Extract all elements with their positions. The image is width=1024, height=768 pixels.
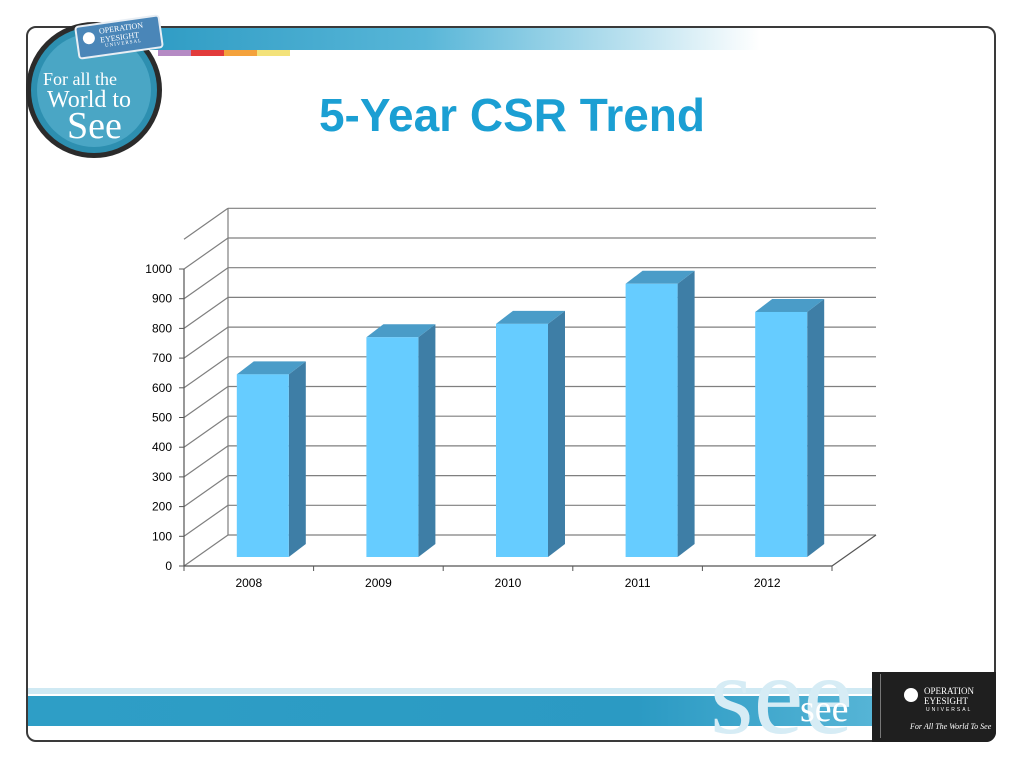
- brand-line3: UNIVERSAL: [926, 707, 973, 713]
- x-tick-label: 2011: [625, 576, 651, 590]
- y-tick-label: 700: [152, 351, 172, 365]
- see-wordmark: see: [800, 688, 849, 730]
- footer-band: [28, 696, 898, 726]
- gridline-side: [183, 356, 229, 389]
- y-tick-label: 1000: [145, 262, 172, 276]
- footer-thin-band: [28, 688, 898, 694]
- bar: [366, 337, 419, 557]
- gridline-side: [183, 237, 229, 270]
- gridline-side: [183, 386, 229, 418]
- bar: [236, 374, 289, 557]
- x-tick-label: 2009: [365, 576, 392, 590]
- chart-axes: [179, 268, 877, 571]
- y-tick-label: 200: [152, 500, 172, 514]
- chart-labels: 0 100 200 300 400 500 600 700 800 900 1000 2008 2009…: [145, 262, 781, 590]
- x-tick-label: 2010: [495, 576, 522, 590]
- bar-top: [755, 298, 825, 312]
- logo-motto-line3: See: [67, 105, 122, 147]
- gridline-side: [183, 207, 229, 240]
- brand-line1: OPERATION: [924, 686, 975, 696]
- brand-divider: [880, 674, 881, 738]
- chart-bars: [236, 270, 825, 557]
- y-tick-label: 600: [152, 381, 172, 395]
- gridline-side: [183, 296, 229, 329]
- bar-top: [236, 361, 306, 375]
- brand-line2: EYESIGHT: [924, 696, 968, 706]
- gridline-side: [183, 445, 229, 478]
- brand-logo-box: OPERATION EYESIGHT UNIVERSAL For All The…: [872, 672, 996, 742]
- gridline-side: [183, 267, 229, 300]
- y-tick-label: 900: [152, 292, 172, 306]
- brand-tagline: For All The World To See: [910, 722, 992, 731]
- logo-motto-line1: For all the: [43, 69, 117, 89]
- y-tick-label: 500: [152, 411, 172, 425]
- bar: [755, 311, 808, 557]
- bar-side: [418, 324, 436, 557]
- gridline-side: [183, 534, 229, 567]
- gridline-side: [183, 475, 229, 508]
- y-tick-label: 300: [152, 470, 172, 484]
- bar-side: [807, 298, 825, 557]
- bar-side: [288, 361, 306, 557]
- x-tick-label: 2012: [754, 576, 781, 590]
- header-band: [150, 28, 760, 50]
- bar: [625, 283, 678, 557]
- y-tick-label: 800: [152, 321, 172, 335]
- bar-top: [366, 324, 436, 338]
- page-title: 5-Year CSR Trend: [318, 89, 706, 141]
- header-color-strip: [158, 50, 290, 56]
- gridline-side: [183, 326, 229, 359]
- bar-side: [548, 310, 565, 557]
- bar-side: [677, 270, 695, 557]
- logo-motto-line2: World to: [47, 87, 132, 113]
- gridline-side: [183, 415, 229, 448]
- y-tick-label: 400: [152, 440, 172, 454]
- eye-icon: [904, 688, 918, 702]
- gridline-side: [183, 504, 229, 537]
- x-tick-label: 2008: [235, 576, 262, 590]
- bar-top: [625, 270, 695, 284]
- y-tick-label: 100: [152, 529, 172, 543]
- floor-edge: [831, 534, 877, 567]
- bar-top: [496, 310, 565, 324]
- y-tick-label: 0: [165, 559, 172, 573]
- see-watermark: see: [710, 634, 854, 758]
- bar: [496, 323, 548, 557]
